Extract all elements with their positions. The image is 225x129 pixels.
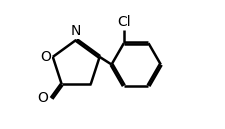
Text: N: N [71,24,81,38]
Text: O: O [38,91,48,105]
Text: Cl: Cl [117,15,131,29]
Text: O: O [40,50,51,64]
